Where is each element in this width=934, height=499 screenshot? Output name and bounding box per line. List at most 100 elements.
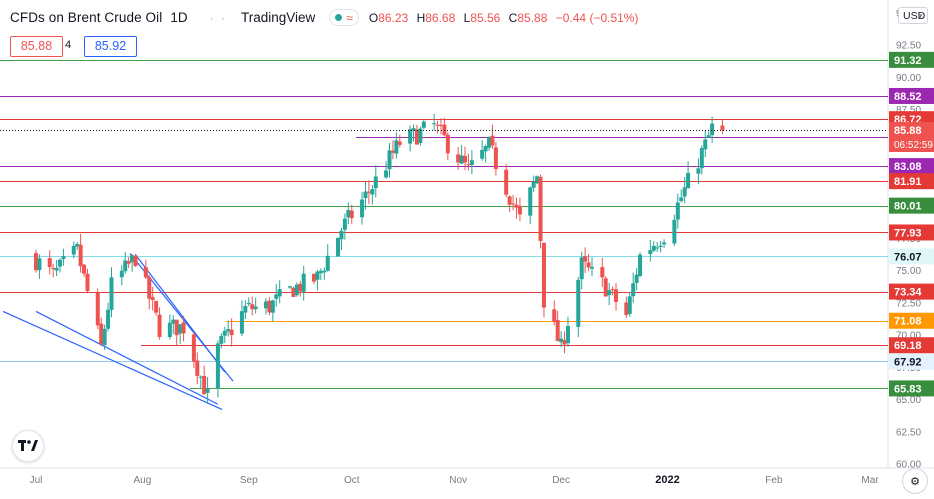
candle-body (270, 300, 275, 313)
candle-body (346, 210, 351, 218)
level-price-label: 71.08 (894, 316, 922, 328)
candle-body (250, 304, 255, 310)
candle-body (562, 339, 567, 345)
price-tick-label: 92.50 (896, 41, 921, 52)
level-price-tag (889, 337, 934, 354)
candle-body (298, 283, 303, 292)
candle-body (301, 273, 306, 292)
time-tick-label: Dec (552, 475, 570, 486)
time-tick-label: Jul (30, 475, 43, 486)
level-price-label: 88.52 (894, 91, 922, 103)
price-tick-label: 60.00 (896, 460, 921, 471)
level-price-label: 77.93 (894, 227, 922, 239)
candle-body (675, 202, 680, 220)
time-tick-label: Mar (861, 475, 879, 486)
candle-body (480, 149, 485, 159)
candle-body (373, 176, 378, 189)
close-label: C (508, 10, 518, 25)
candle-body (538, 176, 543, 242)
candle-body (394, 140, 399, 154)
candle-body (648, 250, 653, 255)
candle-body (167, 322, 172, 338)
candle-body (54, 267, 59, 271)
buy-price-button[interactable]: 85.92 (84, 36, 137, 57)
currency-selector[interactable]: USD ▼ (898, 7, 928, 24)
candle-body (682, 187, 687, 197)
candle-body (363, 191, 368, 199)
current-price-tag (889, 121, 934, 152)
level-price-tag (889, 173, 934, 190)
candle-body (463, 155, 468, 163)
low-label: L (463, 10, 471, 25)
candle-body (555, 320, 560, 342)
candle-body (253, 306, 258, 310)
candle-body (686, 172, 691, 189)
candle-body (315, 271, 320, 280)
candle-body (85, 273, 90, 292)
market-status[interactable]: ≈ (329, 9, 359, 26)
candle-body (263, 301, 268, 309)
candle-body (239, 311, 244, 334)
market-open-dot-icon (335, 14, 343, 21)
candle-body (438, 125, 443, 127)
candle-body (78, 244, 83, 267)
candle-body (634, 274, 639, 283)
candle-body (226, 329, 231, 332)
candle-body (123, 260, 128, 272)
level-price-tag (889, 87, 934, 104)
separator-dots: · · (209, 10, 227, 25)
symbol-name[interactable]: CFDs on Brent Crude Oil (10, 10, 163, 25)
candle-body (517, 205, 522, 215)
candle-body (387, 150, 392, 170)
candle-body (655, 247, 660, 249)
high-label: H (416, 10, 426, 25)
go-to-settings-button[interactable]: ⚙ (902, 468, 928, 494)
candle-body (631, 283, 636, 297)
candle-body (322, 270, 327, 273)
candle-body (215, 343, 220, 389)
candle-body (638, 254, 643, 276)
candle-body (195, 360, 200, 376)
candle-body (411, 128, 416, 131)
candle-body (106, 309, 111, 329)
candle-body (672, 219, 677, 244)
tradingview-logo[interactable] (12, 430, 44, 462)
price-tick-label: 72.50 (896, 298, 921, 309)
ohlc-values: O86.23 H86.68 L85.56 C85.88 −0.44 (−0.51… (369, 11, 639, 25)
candle-body (432, 123, 437, 125)
interval-label[interactable]: 1D (170, 10, 188, 25)
level-price-label: 69.18 (894, 340, 922, 352)
candle-body (126, 260, 131, 264)
candle-body (219, 335, 224, 344)
price-axis-panel (888, 0, 934, 494)
candle-body (222, 330, 227, 336)
candle-body (99, 323, 104, 345)
candle-body (579, 257, 584, 280)
level-price-tag (889, 312, 934, 329)
candle-body (287, 286, 292, 288)
gear-icon: ⚙ (910, 475, 920, 488)
candle-body (583, 256, 588, 262)
candle-body (586, 262, 591, 268)
candle-body (174, 319, 179, 336)
candle-body (37, 258, 42, 271)
candle-body (154, 300, 159, 313)
candle-body (312, 273, 316, 282)
sell-price-button[interactable]: 85.88 (10, 36, 63, 57)
candle-body (531, 181, 536, 188)
candle-body (342, 218, 347, 230)
candle-body (710, 123, 715, 136)
candle-body (514, 204, 519, 208)
candle-body (696, 168, 701, 174)
level-price-tag (889, 158, 934, 175)
candle-body (349, 210, 354, 219)
candle-body (504, 169, 509, 195)
candle-body (414, 129, 419, 145)
candle-body (318, 270, 323, 274)
candle-body (119, 270, 124, 278)
current-price-label: 85.88 (894, 125, 922, 137)
candle-body (47, 258, 52, 268)
source-label: TradingView (240, 10, 316, 25)
